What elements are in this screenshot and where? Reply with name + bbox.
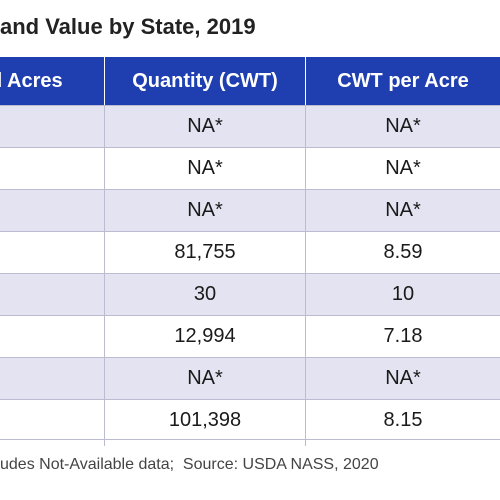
table-cell-acres: A*	[0, 106, 104, 147]
table-cell-quantity: NA*	[187, 157, 223, 179]
table-cell-quantity: NA*	[187, 199, 223, 221]
table-cell-acres: A*	[0, 190, 104, 231]
table-row: A* NA* NA*	[0, 105, 500, 147]
column-header-acres: d Acres	[0, 57, 104, 105]
table-row: 30 10	[0, 273, 500, 315]
column-divider	[305, 57, 306, 446]
table-cell-cwt-per-acre: NA*	[385, 367, 421, 389]
table-cell-cwt-per-acre: NA*	[385, 199, 421, 221]
table-cell-cwt-per-acre: NA*	[385, 115, 421, 137]
table-body: A* NA* NA* A* NA* NA* A* NA* NA* 16 81,7…	[0, 105, 500, 441]
table-title: and Value by State, 2019	[0, 14, 256, 39]
table-cell-cwt-per-acre: NA*	[385, 157, 421, 179]
table-cell-acres: A*	[0, 148, 104, 189]
table-row: 34 101,398 8.15	[0, 399, 500, 441]
table-cell-cwt-per-acre: 8.15	[383, 409, 423, 431]
table-cell-quantity: NA*	[187, 115, 223, 137]
table-bottom-border	[0, 439, 500, 440]
header-divider	[104, 57, 105, 105]
table-row: A* NA* NA*	[0, 147, 500, 189]
table-cell-acres: 11	[0, 316, 104, 357]
table-row: 16 81,755 8.59	[0, 231, 500, 273]
column-divider	[104, 57, 105, 446]
table-row: A* NA* NA*	[0, 189, 500, 231]
column-header-cwt-per-acre: CWT per Acre	[337, 70, 469, 92]
table-cell-quantity: 101,398	[168, 409, 242, 431]
header-divider	[305, 57, 306, 105]
table-header: d Acres Quantity (CWT) CWT per Acre	[0, 57, 500, 105]
table-cell-cwt-per-acre: 7.18	[383, 325, 423, 347]
table-cell-quantity: 30	[193, 283, 217, 305]
table-cell-cwt-per-acre: 10	[391, 283, 415, 305]
table-cell-quantity: 12,994	[174, 325, 236, 347]
column-header-quantity: Quantity (CWT)	[132, 70, 278, 92]
column-header-label: d Acres	[0, 70, 63, 92]
table-cell-quantity: 81,755	[174, 241, 236, 263]
table-footnote: udes Not-Available data; Source: USDA NA…	[0, 456, 379, 473]
table-cell-quantity: NA*	[187, 367, 223, 389]
table-row: A* NA* NA*	[0, 357, 500, 399]
table-row: 11 12,994 7.18	[0, 315, 500, 357]
table-cell-acres: 16	[0, 232, 104, 273]
table-cell-acres	[0, 274, 104, 315]
table-cell-cwt-per-acre: 8.59	[383, 241, 423, 263]
table-cell-acres: A*	[0, 358, 104, 399]
table-cell-acres: 34	[0, 400, 104, 441]
